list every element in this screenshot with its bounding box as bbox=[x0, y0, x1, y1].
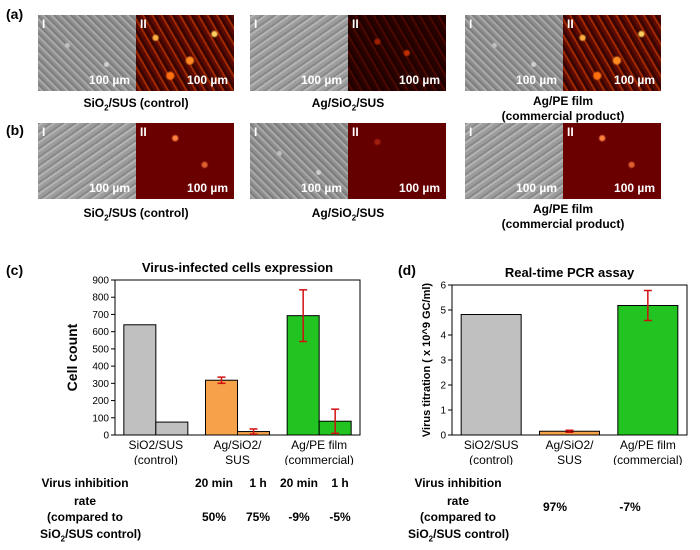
chart-cell-count: Virus-infected cells expression 0 100 200 30… bbox=[64, 260, 361, 465]
bar bbox=[460, 314, 522, 436]
bar bbox=[205, 379, 238, 436]
rate-value: 50% bbox=[201, 510, 227, 524]
caption-ag-sio2-sus: Ag/SiO2/SUS bbox=[311, 96, 385, 113]
y-tick-label: 900 bbox=[92, 276, 109, 287]
row-label: (compared to bbox=[46, 510, 123, 524]
row-label: SiO2/SUS control) bbox=[40, 527, 142, 544]
fluorescence-image: II 100 µm bbox=[136, 15, 234, 91]
bright-field-image: I 100 µm bbox=[465, 15, 563, 91]
fluorescence-image: II 100 µm bbox=[563, 123, 661, 199]
bar bbox=[155, 421, 189, 436]
y-tick-label: 300 bbox=[92, 379, 109, 390]
y-tick-label: 600 bbox=[92, 327, 109, 338]
time-label: 20 min bbox=[279, 476, 318, 490]
image-label-i: I bbox=[42, 17, 46, 31]
caption-sio2-control: SiO2/SUS (control) bbox=[83, 206, 189, 223]
caption-ag-pe-film: Ag/PE film (commercial product) bbox=[501, 94, 625, 123]
bar bbox=[123, 324, 157, 436]
y-tick-label: 400 bbox=[92, 362, 109, 373]
panel-c-label: (c) bbox=[6, 262, 24, 278]
y-axis-label: Virus titration ( x 10^9 GC/ml) bbox=[421, 283, 433, 437]
y-tick-label: 0 bbox=[103, 431, 109, 442]
bar bbox=[617, 305, 679, 436]
bright-field-image: I 100 µm bbox=[250, 15, 348, 91]
x-tick-label: SiO2/SUS bbox=[464, 438, 519, 452]
chart-title: Real-time PCR assay bbox=[505, 265, 635, 280]
y-tick-label: 4 bbox=[440, 331, 446, 342]
time-label: 1 h bbox=[249, 476, 267, 490]
caption-sio2-control: SiO2/SUS (control) bbox=[83, 96, 189, 113]
bright-field-image: I 100 µm bbox=[465, 123, 563, 199]
row-label: Virus inhibition bbox=[41, 476, 129, 490]
row-label: SiO2/SUS control) bbox=[408, 527, 510, 544]
caption-ag-pe-film: Ag/PE film (commercial product) bbox=[501, 202, 625, 231]
chart-pcr: Real-time PCR assay 0 1 2 3 4 5 6 Virus titratio… bbox=[421, 265, 688, 465]
image-label-ii: II bbox=[140, 17, 147, 31]
time-label: 20 min bbox=[194, 476, 233, 490]
x-tick-label: (commercial) bbox=[284, 453, 353, 465]
y-axis-label: Cell count bbox=[64, 323, 80, 391]
rate-value: 75% bbox=[245, 510, 271, 524]
y-tick-label: 3 bbox=[440, 356, 446, 367]
scale-bar-label: 100 µm bbox=[89, 73, 130, 87]
time-label: 1 h bbox=[331, 476, 349, 490]
y-tick-label: 100 bbox=[92, 413, 109, 424]
scale-bar-label: 100 µm bbox=[187, 73, 228, 87]
y-tick-label: 5 bbox=[440, 306, 446, 317]
row-label: Virus inhibition bbox=[414, 476, 502, 490]
caption-ag-sio2-sus: Ag/SiO2/SUS bbox=[311, 206, 385, 223]
x-tick-label: Ag/PE film bbox=[291, 438, 347, 452]
panel-b-label: (b) bbox=[6, 122, 24, 138]
y-tick-label: 500 bbox=[92, 344, 109, 355]
y-tick-label: 800 bbox=[92, 293, 109, 304]
x-tick-label: Ag/SiO2/ bbox=[545, 438, 594, 452]
bright-field-image: I 100 µm bbox=[38, 123, 136, 199]
y-tick-label: 700 bbox=[92, 310, 109, 321]
bright-field-image: I 100 µm bbox=[38, 15, 136, 91]
panel-d-label: (d) bbox=[398, 262, 416, 278]
y-tick-label: 2 bbox=[440, 381, 446, 392]
x-tick-label: SiO2/SUS bbox=[128, 438, 183, 452]
x-tick-label: Ag/SiO2/ bbox=[213, 438, 262, 452]
row-label: rate bbox=[73, 494, 96, 508]
fluorescence-image: II 100 µm bbox=[348, 15, 446, 91]
bright-field-image: I 100 µm bbox=[250, 123, 348, 199]
row-label: (compared to bbox=[419, 510, 496, 524]
row-label: rate bbox=[446, 494, 469, 508]
y-tick-label: 1 bbox=[440, 406, 446, 417]
rate-value: -9% bbox=[288, 510, 310, 524]
fluorescence-image: II 100 µm bbox=[136, 123, 234, 199]
y-tick-label: 200 bbox=[92, 396, 109, 407]
x-tick-label: SUS bbox=[225, 453, 250, 465]
fluorescence-image: II 100 µm bbox=[348, 123, 446, 199]
y-tick-label: 6 bbox=[440, 281, 446, 292]
rate-value: 97% bbox=[542, 500, 568, 514]
y-tick-label: 0 bbox=[440, 431, 446, 442]
fluorescence-image: II 100 µm bbox=[563, 15, 661, 91]
x-tick-label: (commercial) bbox=[613, 453, 682, 465]
rate-value: -7% bbox=[619, 500, 641, 514]
panel-a-label: (a) bbox=[6, 6, 24, 22]
chart-title: Virus-infected cells expression bbox=[142, 260, 333, 275]
x-tick-label: (control) bbox=[134, 453, 178, 465]
x-tick-label: Ag/PE film bbox=[620, 438, 676, 452]
rate-value: -5% bbox=[329, 510, 351, 524]
x-tick-label: (control) bbox=[469, 453, 513, 465]
x-tick-label: SUS bbox=[557, 453, 582, 465]
